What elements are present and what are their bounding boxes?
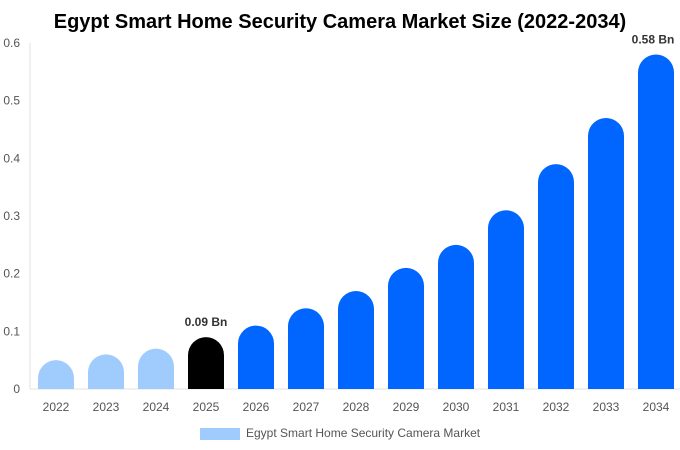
y-tick-label: 0.2 [3, 267, 20, 281]
bar-2031[interactable] [488, 210, 524, 389]
bar-2023[interactable] [88, 354, 124, 389]
x-tick-label: 2022 [43, 400, 70, 414]
bar-2022[interactable] [38, 360, 74, 389]
bar-2027[interactable] [288, 308, 324, 389]
x-tick-label: 2030 [443, 400, 470, 414]
x-tick-label: 2033 [593, 400, 620, 414]
x-tick-label: 2028 [343, 400, 370, 414]
y-tick-label: 0.1 [3, 324, 20, 338]
bar-2030[interactable] [438, 244, 474, 389]
bar-2032[interactable] [538, 164, 574, 389]
bar-2033[interactable] [588, 117, 624, 389]
legend-swatch [200, 428, 240, 440]
legend-label: Egypt Smart Home Security Camera Market [246, 426, 481, 440]
data-label-2034: 0.58 Bn [632, 33, 675, 47]
bar-2028[interactable] [338, 290, 374, 389]
y-tick-label: 0.3 [3, 209, 20, 223]
y-tick-label: 0 [13, 382, 20, 396]
y-axis: 0 0.1 0.2 0.3 0.4 0.5 0.6 [3, 36, 20, 396]
data-label-2025: 0.09 Bn [185, 315, 228, 329]
x-axis: 2022 2023 2024 2025 2026 2027 2028 2029 2030 2031… [43, 400, 670, 414]
x-tick-label: 2024 [143, 400, 170, 414]
bar-2025[interactable] [188, 337, 224, 389]
y-tick-label: 0.5 [3, 94, 20, 108]
x-tick-label: 2031 [493, 400, 520, 414]
x-tick-label: 2032 [543, 400, 570, 414]
bar-2034[interactable] [638, 54, 674, 390]
bar-2029[interactable] [388, 267, 424, 389]
x-tick-label: 2029 [393, 400, 420, 414]
legend[interactable]: Egypt Smart Home Security Camera Market [200, 426, 481, 440]
y-tick-label: 0.6 [3, 36, 20, 50]
bar-2024[interactable] [138, 348, 174, 389]
x-tick-label: 2034 [643, 400, 670, 414]
x-tick-label: 2026 [243, 400, 270, 414]
chart-title: Egypt Smart Home Security Camera Market … [54, 11, 626, 33]
x-tick-label: 2025 [193, 400, 220, 414]
y-tick-label: 0.4 [3, 151, 20, 165]
bars: 0.09 Bn 0.58 Bn [38, 33, 675, 390]
x-tick-label: 2023 [93, 400, 120, 414]
x-tick-label: 2027 [293, 400, 320, 414]
bar-2026[interactable] [238, 325, 274, 389]
